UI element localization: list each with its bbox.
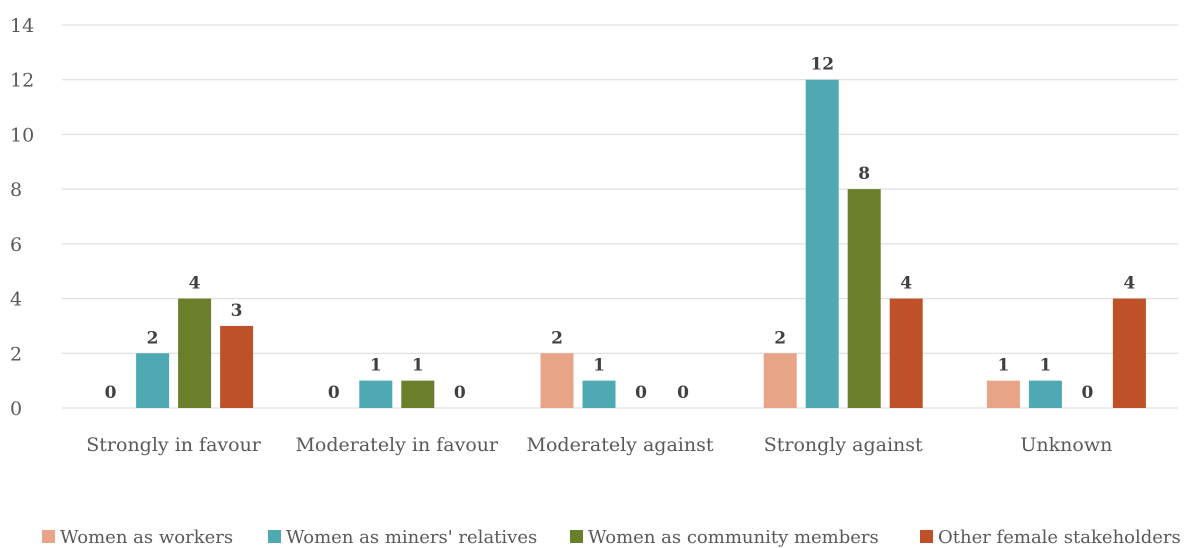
data-label: 0 xyxy=(454,383,466,403)
data-labels: 0 2 4 3 0 1 1 0 2 1 0 0 2 12 8 4 1 1 0 4 xyxy=(105,55,1136,403)
y-tick-label: 14 xyxy=(10,15,34,37)
bar xyxy=(583,381,616,408)
data-label: 4 xyxy=(189,274,201,294)
data-label: 0 xyxy=(105,383,117,403)
bar xyxy=(890,299,923,408)
x-category-label: Moderately in favour xyxy=(295,434,499,456)
bar xyxy=(220,326,253,408)
data-label: 2 xyxy=(551,328,563,348)
x-axis-category-labels: Strongly in favour Moderately in favour Mo… xyxy=(86,434,1112,456)
bar xyxy=(178,299,211,408)
x-category-label: Strongly in favour xyxy=(86,434,262,456)
x-category-label: Moderately against xyxy=(527,434,714,456)
legend-swatch xyxy=(570,530,583,543)
data-label: 0 xyxy=(677,383,689,403)
bar xyxy=(764,353,797,408)
data-label: 1 xyxy=(370,356,382,376)
bar xyxy=(541,353,574,408)
data-label: 0 xyxy=(1081,383,1093,403)
legend-swatch xyxy=(268,530,281,543)
y-tick-label: 12 xyxy=(10,70,34,92)
data-label: 8 xyxy=(858,164,870,184)
bar xyxy=(359,381,392,408)
legend-swatch xyxy=(42,530,55,543)
y-axis-tick-labels: 0 2 4 6 8 10 12 14 xyxy=(10,15,34,420)
legend-label: Women as community members xyxy=(588,527,879,548)
data-label: 0 xyxy=(635,383,647,403)
y-tick-label: 4 xyxy=(10,289,22,311)
bar xyxy=(848,189,881,408)
legend-label: Women as miners' relatives xyxy=(286,527,537,548)
data-label: 4 xyxy=(900,274,912,294)
bar xyxy=(1029,381,1062,408)
data-label: 0 xyxy=(328,383,340,403)
data-label: 12 xyxy=(810,55,834,75)
legend-label: Women as workers xyxy=(60,527,233,548)
bar xyxy=(987,381,1020,408)
legend-swatch xyxy=(920,530,933,543)
data-label: 1 xyxy=(1039,356,1051,376)
legend-label: Other female stakeholders xyxy=(938,527,1181,548)
y-tick-label: 0 xyxy=(10,398,22,420)
bar xyxy=(806,80,839,408)
bar xyxy=(1113,299,1146,408)
data-label: 2 xyxy=(147,328,159,348)
y-tick-label: 10 xyxy=(10,124,34,146)
bar xyxy=(136,353,169,408)
y-tick-label: 8 xyxy=(10,179,22,201)
bar xyxy=(401,381,434,408)
y-tick-label: 2 xyxy=(10,343,22,365)
x-category-label: Strongly against xyxy=(764,434,923,456)
data-label: 4 xyxy=(1123,274,1135,294)
data-label: 1 xyxy=(997,356,1009,376)
data-label: 1 xyxy=(412,356,424,376)
data-label: 3 xyxy=(231,301,243,321)
legend: Women as workers Women as miners' relativ… xyxy=(42,527,1181,548)
x-category-label: Unknown xyxy=(1020,434,1112,456)
data-label: 2 xyxy=(774,328,786,348)
data-label: 1 xyxy=(593,356,605,376)
y-tick-label: 6 xyxy=(10,234,22,256)
